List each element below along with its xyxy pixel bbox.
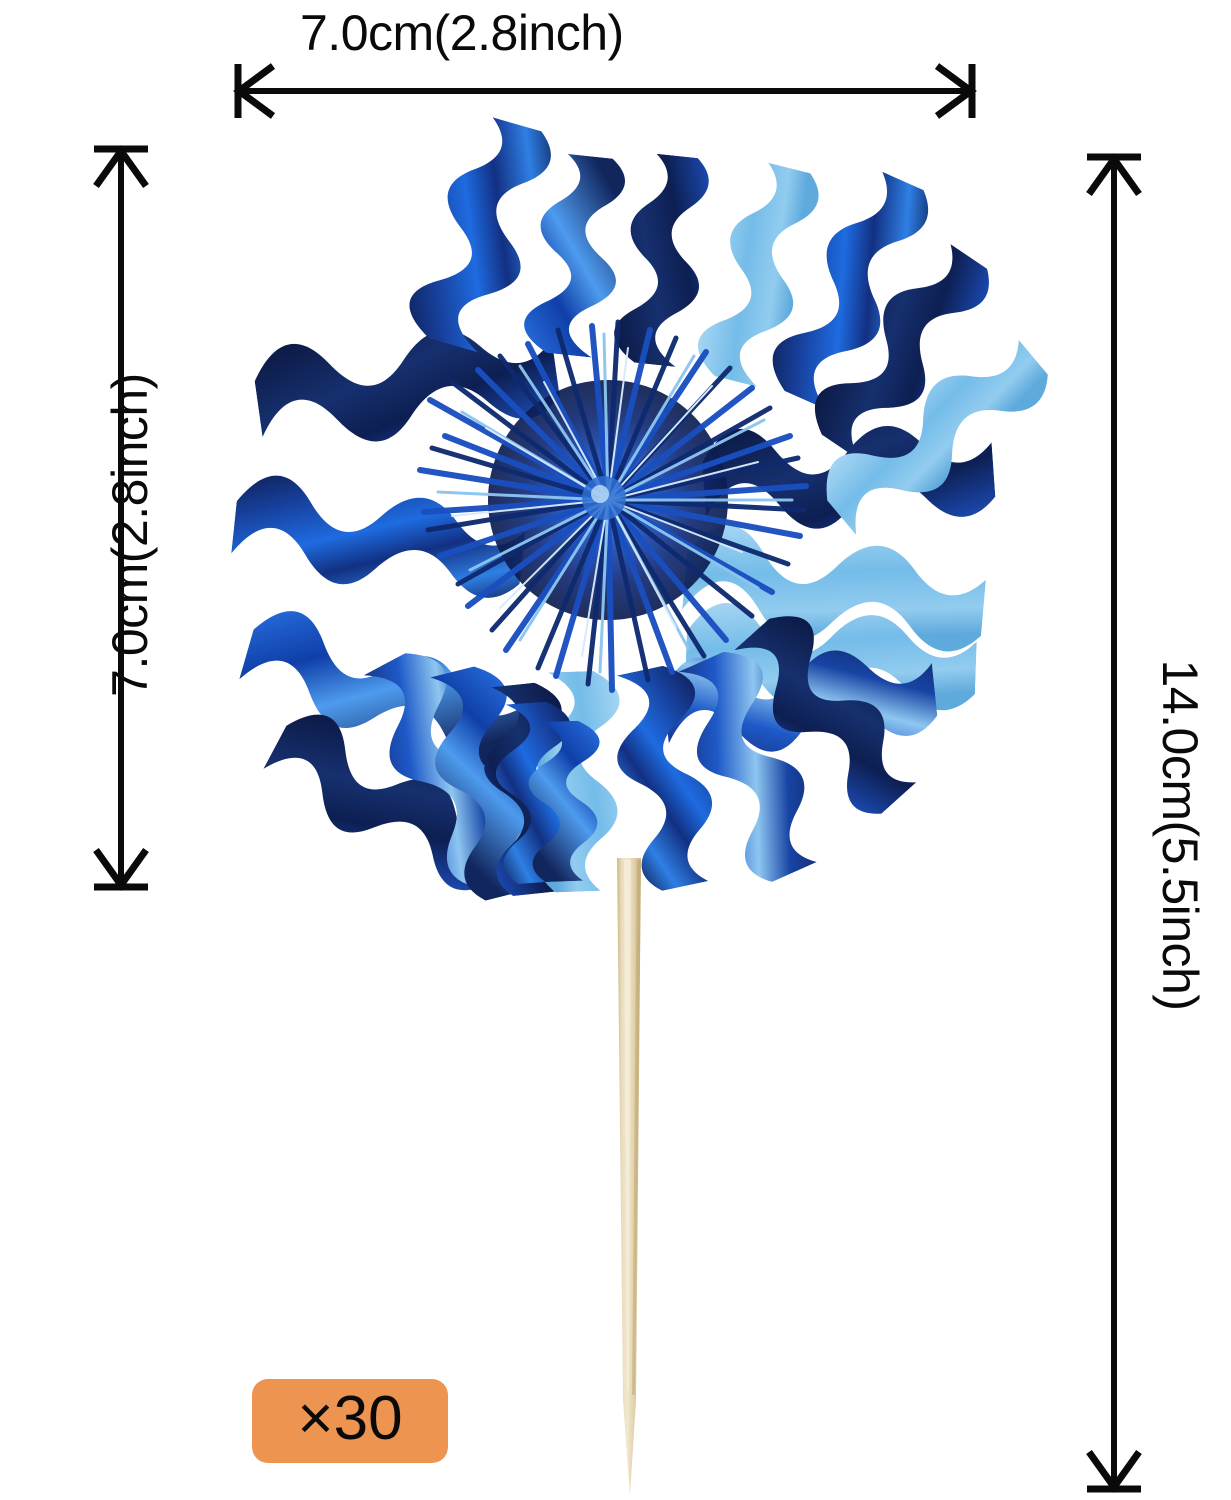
dimension-label-total-height: 14.0cm(5.5inch) (1152, 659, 1208, 1011)
skewer-stick (617, 858, 641, 1496)
dimension-arrow-width (233, 63, 977, 119)
dimension-label-width: 7.0cm(2.8inch) (300, 5, 624, 61)
dimension-arrow-total-height (1086, 152, 1142, 1494)
quantity-badge-label: ×30 (297, 1384, 403, 1453)
quantity-badge: ×30 (252, 1379, 448, 1463)
foil-ribbon-rays (229, 109, 1059, 905)
foil-center-fringe (417, 319, 809, 693)
dimension-arrow-height-topper (93, 144, 149, 892)
